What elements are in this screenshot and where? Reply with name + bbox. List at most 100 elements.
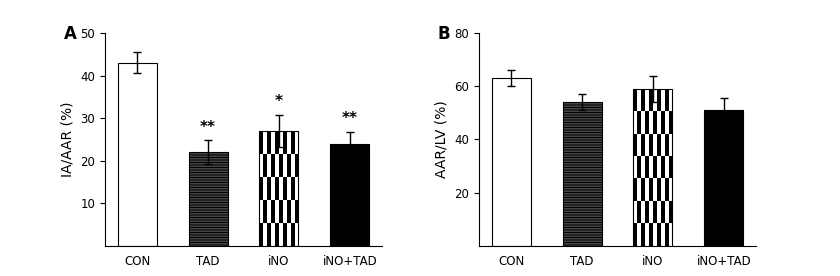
Bar xyxy=(283,223,286,246)
Bar xyxy=(653,156,657,179)
Bar xyxy=(641,179,645,201)
Bar xyxy=(645,201,649,223)
Bar xyxy=(664,179,669,201)
Bar xyxy=(705,110,743,246)
Bar xyxy=(295,154,298,177)
Bar xyxy=(645,201,649,223)
Bar xyxy=(267,131,271,154)
Bar xyxy=(645,111,649,134)
Bar xyxy=(664,179,669,201)
Bar xyxy=(657,179,661,201)
Bar xyxy=(653,201,657,223)
Bar xyxy=(271,154,275,177)
Bar xyxy=(188,152,228,246)
Bar xyxy=(649,179,653,201)
Bar xyxy=(271,200,275,223)
Bar xyxy=(271,154,275,177)
Bar xyxy=(260,131,298,246)
Bar xyxy=(641,89,645,111)
Bar xyxy=(279,200,283,223)
Bar xyxy=(649,134,653,156)
Bar xyxy=(286,154,291,177)
Bar xyxy=(264,200,267,223)
Bar xyxy=(291,131,295,154)
Bar xyxy=(661,201,664,223)
Bar xyxy=(118,63,156,246)
Bar xyxy=(267,177,271,200)
Bar xyxy=(664,89,669,111)
Bar xyxy=(633,89,673,246)
Bar xyxy=(649,179,653,201)
Bar xyxy=(669,111,673,134)
Bar xyxy=(649,89,653,111)
Bar xyxy=(295,154,298,177)
Bar xyxy=(260,177,264,200)
Bar xyxy=(641,179,645,201)
Bar xyxy=(260,131,264,154)
Bar xyxy=(645,156,649,179)
Bar xyxy=(638,156,641,179)
Bar xyxy=(653,111,657,134)
Bar xyxy=(664,223,669,246)
Bar xyxy=(275,223,279,246)
Bar xyxy=(641,223,645,246)
Bar xyxy=(645,156,649,179)
Bar xyxy=(633,134,638,156)
Bar xyxy=(264,154,267,177)
Bar xyxy=(669,201,673,223)
Bar xyxy=(657,134,661,156)
Text: **: ** xyxy=(200,120,216,135)
Bar xyxy=(657,89,661,111)
Bar xyxy=(641,134,645,156)
Bar xyxy=(267,223,271,246)
Bar xyxy=(633,223,638,246)
Bar xyxy=(260,177,264,200)
Text: B: B xyxy=(438,25,450,43)
Bar xyxy=(669,156,673,179)
Bar xyxy=(645,111,649,134)
Bar xyxy=(264,200,267,223)
Bar xyxy=(275,131,279,154)
Bar xyxy=(286,200,291,223)
Bar xyxy=(664,223,669,246)
Bar xyxy=(641,89,645,111)
Bar xyxy=(649,134,653,156)
Bar xyxy=(649,223,653,246)
Bar xyxy=(661,111,664,134)
Bar xyxy=(283,177,286,200)
Bar xyxy=(283,131,286,154)
Bar xyxy=(641,134,645,156)
Bar xyxy=(664,134,669,156)
Bar xyxy=(657,179,661,201)
Bar xyxy=(657,223,661,246)
Bar xyxy=(291,223,295,246)
Bar xyxy=(267,131,271,154)
Bar xyxy=(267,223,271,246)
Bar xyxy=(638,201,641,223)
Bar xyxy=(295,200,298,223)
Bar xyxy=(275,223,279,246)
Bar xyxy=(279,154,283,177)
Bar xyxy=(653,201,657,223)
Bar xyxy=(291,177,295,200)
Bar xyxy=(286,200,291,223)
Bar xyxy=(638,111,641,134)
Bar xyxy=(657,223,661,246)
Bar xyxy=(638,111,641,134)
Bar xyxy=(661,201,664,223)
Y-axis label: AAR/LV (%): AAR/LV (%) xyxy=(435,100,449,178)
Bar xyxy=(633,89,638,111)
Y-axis label: IA/AAR (%): IA/AAR (%) xyxy=(60,102,75,177)
Bar xyxy=(633,134,638,156)
Bar xyxy=(638,201,641,223)
Bar xyxy=(295,200,298,223)
Bar xyxy=(664,89,669,111)
Bar xyxy=(267,177,271,200)
Bar xyxy=(275,177,279,200)
Bar xyxy=(291,223,295,246)
Bar xyxy=(633,89,638,111)
Bar xyxy=(279,154,283,177)
Text: **: ** xyxy=(342,112,358,126)
Bar xyxy=(661,156,664,179)
Bar xyxy=(260,223,264,246)
